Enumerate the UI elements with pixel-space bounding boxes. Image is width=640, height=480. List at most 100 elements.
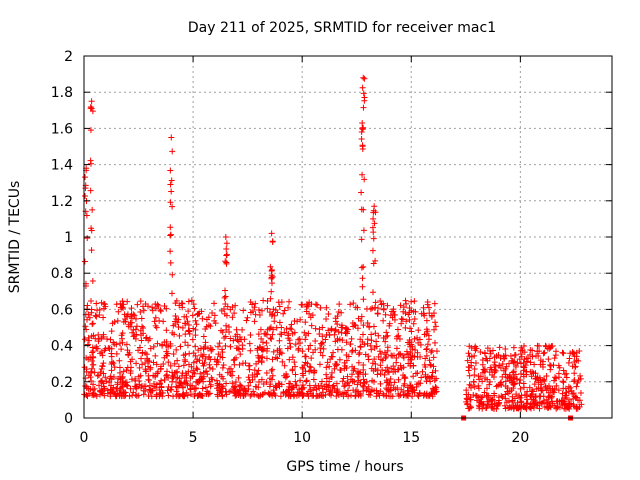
data-point xyxy=(173,392,180,399)
y-axis-label: SRMTID / TECUs xyxy=(7,181,23,294)
data-point xyxy=(319,392,326,399)
data-point xyxy=(215,343,222,350)
data-point xyxy=(484,398,491,405)
data-point xyxy=(322,391,329,398)
data-point xyxy=(359,125,366,132)
data-point xyxy=(226,365,233,372)
data-point xyxy=(484,357,491,364)
data-point xyxy=(507,404,514,411)
data-point xyxy=(268,280,275,287)
data-point xyxy=(182,320,189,327)
data-point xyxy=(342,324,349,331)
data-point xyxy=(276,303,283,310)
data-point xyxy=(81,258,88,265)
data-point xyxy=(381,349,388,356)
y-tick-label: 2 xyxy=(64,49,73,65)
data-point xyxy=(540,397,547,404)
data-point xyxy=(93,393,100,400)
data-point xyxy=(325,310,332,317)
data-point xyxy=(303,378,310,385)
data-point xyxy=(131,332,138,339)
data-point xyxy=(281,372,288,379)
data-point xyxy=(240,386,247,393)
data-point xyxy=(374,310,381,317)
data-point xyxy=(330,349,337,356)
data-point xyxy=(247,332,254,339)
data-point xyxy=(427,362,434,369)
data-point xyxy=(111,318,118,325)
data-point xyxy=(509,398,516,405)
data-point xyxy=(341,389,348,396)
data-point xyxy=(98,387,105,394)
data-point xyxy=(120,305,127,312)
data-point xyxy=(402,375,409,382)
data-point xyxy=(128,319,135,326)
data-point xyxy=(130,311,137,318)
data-point xyxy=(175,324,182,331)
data-point xyxy=(518,370,525,377)
data-point xyxy=(420,392,427,399)
data-point xyxy=(264,305,271,312)
data-point xyxy=(314,302,321,309)
data-point xyxy=(473,345,480,352)
data-point xyxy=(268,376,275,383)
data-point xyxy=(318,341,325,348)
data-point xyxy=(98,365,105,372)
data-point xyxy=(267,335,274,342)
data-point xyxy=(165,392,172,399)
data-point xyxy=(487,350,494,357)
data-point xyxy=(364,340,371,347)
data-point xyxy=(191,305,198,312)
data-point xyxy=(495,382,502,389)
data-point xyxy=(420,304,427,311)
data-point xyxy=(240,307,247,314)
data-point xyxy=(208,347,215,354)
data-point xyxy=(189,336,196,343)
data-point xyxy=(383,333,390,340)
data-point xyxy=(134,301,141,308)
data-point xyxy=(222,293,229,300)
data-point xyxy=(394,326,401,333)
data-point xyxy=(216,340,223,347)
data-point xyxy=(292,363,299,370)
data-point xyxy=(132,315,139,322)
data-point xyxy=(510,368,517,375)
data-point xyxy=(358,135,365,142)
data-point xyxy=(370,289,377,296)
data-point xyxy=(174,357,181,364)
data-point xyxy=(268,274,275,281)
data-point xyxy=(252,383,259,390)
data-point xyxy=(194,392,201,399)
data-point xyxy=(411,335,418,342)
x-tick-label: 0 xyxy=(80,430,89,446)
data-point xyxy=(571,403,578,410)
data-point xyxy=(384,332,391,339)
data-point xyxy=(370,215,377,222)
data-point xyxy=(476,405,483,412)
data-point xyxy=(209,376,216,383)
data-point xyxy=(428,349,435,356)
data-point xyxy=(467,394,474,401)
data-point xyxy=(536,374,543,381)
data-point xyxy=(87,187,94,194)
data-point xyxy=(387,393,394,400)
data-point xyxy=(213,377,220,384)
data-point xyxy=(511,395,518,402)
data-point xyxy=(303,377,310,384)
data-point xyxy=(311,367,318,374)
data-point xyxy=(160,361,167,368)
data-point xyxy=(331,385,338,392)
data-point xyxy=(521,349,528,356)
data-point xyxy=(187,386,194,393)
data-point xyxy=(245,362,252,369)
data-point xyxy=(550,362,557,369)
data-point xyxy=(246,376,253,383)
data-point xyxy=(241,336,248,343)
data-point xyxy=(232,383,239,390)
data-point xyxy=(113,350,120,357)
data-point xyxy=(323,304,330,311)
data-point xyxy=(578,401,585,408)
data-point xyxy=(393,345,400,352)
data-point xyxy=(343,351,350,358)
data-point xyxy=(392,368,399,375)
